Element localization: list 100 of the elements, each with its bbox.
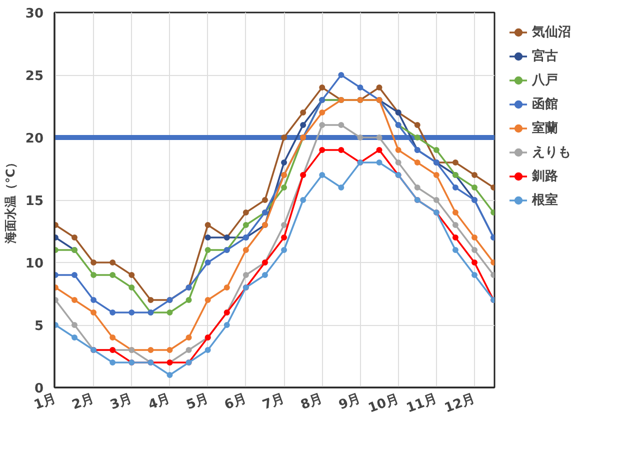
legend-label: 気仙沼 <box>532 24 571 41</box>
point <box>90 297 97 303</box>
legend-label: 函館 <box>532 96 558 113</box>
point <box>204 247 211 253</box>
y-tick-label: 25 <box>25 69 44 84</box>
point <box>204 222 211 228</box>
point <box>414 160 420 166</box>
point <box>452 210 458 216</box>
point <box>166 372 173 378</box>
legend-label: 室蘭 <box>532 120 558 137</box>
point <box>452 247 458 253</box>
point <box>376 134 382 140</box>
point <box>281 160 288 166</box>
legend-label: 八戸 <box>532 72 558 89</box>
point <box>414 122 420 128</box>
point <box>72 234 78 240</box>
point <box>376 160 382 166</box>
point <box>204 347 211 353</box>
point <box>242 247 249 253</box>
point <box>110 260 116 266</box>
point <box>128 272 135 278</box>
point <box>414 134 420 140</box>
point <box>186 347 192 353</box>
point <box>319 84 326 90</box>
point <box>72 297 78 303</box>
point <box>319 147 326 153</box>
point <box>128 284 135 290</box>
point <box>90 272 97 278</box>
point <box>224 284 230 290</box>
point <box>72 272 78 278</box>
legend-label: 根室 <box>532 192 558 209</box>
x-tick-label: 3月 <box>108 391 134 414</box>
point <box>262 197 268 203</box>
point <box>242 210 249 216</box>
point <box>338 147 344 153</box>
point <box>281 222 288 228</box>
point <box>262 272 268 278</box>
y-tick-label: 0 <box>34 382 44 396</box>
point <box>204 260 211 266</box>
point <box>300 197 306 203</box>
point <box>166 310 173 316</box>
y-tick-label: 10 <box>25 256 44 272</box>
point <box>395 160 402 166</box>
y-tick-label: 15 <box>25 194 44 209</box>
point <box>452 222 458 228</box>
x-tick-label: 9月 <box>336 391 363 414</box>
point <box>128 310 135 316</box>
y-axis-title: 海面水温（℃） <box>3 156 18 244</box>
point <box>300 122 306 128</box>
point <box>166 347 173 353</box>
point <box>186 334 192 340</box>
x-tick-label: 6月 <box>222 391 248 414</box>
point <box>452 234 458 240</box>
point <box>433 147 440 153</box>
x-tick-label: 12月 <box>442 391 478 416</box>
point <box>148 297 154 303</box>
point <box>433 172 440 178</box>
point <box>472 234 478 240</box>
point <box>204 234 211 240</box>
point <box>414 184 420 190</box>
point <box>281 184 288 190</box>
x-tick-label: 8月 <box>298 391 325 414</box>
point <box>472 247 478 253</box>
point <box>90 310 97 316</box>
point <box>357 134 364 140</box>
point <box>281 247 288 253</box>
point <box>90 260 97 266</box>
legend-label: 宮古 <box>532 48 558 65</box>
point <box>472 260 478 266</box>
point <box>110 360 116 366</box>
point <box>357 84 364 90</box>
point <box>338 184 344 190</box>
y-tick-label: 20 <box>25 132 44 146</box>
y-tick-label: 30 <box>25 6 44 22</box>
point <box>148 347 154 353</box>
point <box>72 334 78 340</box>
point <box>300 110 306 116</box>
point <box>319 172 326 178</box>
point <box>452 184 458 190</box>
point <box>472 272 478 278</box>
x-tick-label: 7月 <box>260 391 287 414</box>
point <box>395 147 402 153</box>
point <box>376 147 382 153</box>
point <box>433 197 440 203</box>
point <box>472 184 478 190</box>
x-tick-label: 5月 <box>184 391 210 414</box>
point <box>110 334 116 340</box>
x-tick-label: 11月 <box>404 391 439 416</box>
point <box>224 322 230 328</box>
point <box>72 322 78 328</box>
point <box>281 134 288 140</box>
point <box>204 297 211 303</box>
x-tick-label: 2月 <box>70 391 96 414</box>
point <box>110 310 116 316</box>
point <box>319 110 326 116</box>
point <box>110 272 116 278</box>
point <box>319 122 326 128</box>
point <box>242 222 249 228</box>
point <box>242 272 249 278</box>
point <box>376 84 382 90</box>
